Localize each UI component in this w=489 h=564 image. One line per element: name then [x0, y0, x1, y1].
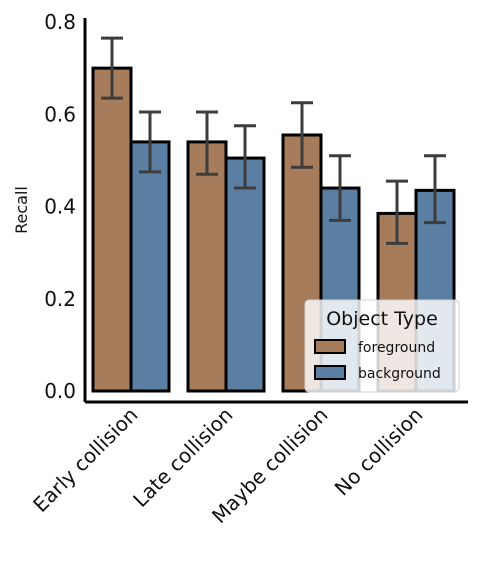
- axes-layer: [83, 18, 468, 404]
- y-tick-label-1: 0.2: [44, 287, 76, 311]
- legend: Object Type foreground background: [304, 299, 460, 393]
- x-tick-label-0: Early collision: [28, 403, 142, 517]
- x-tick-label-1: Late collision: [128, 403, 237, 512]
- y-tick-label-2: 0.4: [44, 195, 76, 219]
- bar-background-1: [224, 156, 266, 393]
- y-tick-label-3: 0.6: [44, 102, 76, 126]
- legend-swatch-background: [314, 365, 346, 380]
- error-bars-layer: [101, 36, 446, 245]
- legend-title: Object Type: [326, 308, 438, 330]
- bar-background-0: [129, 140, 171, 393]
- bar-foreground-1: [186, 140, 228, 393]
- legend-swatch-foreground: [314, 339, 346, 354]
- y-ticks-layer: 0.0 0.2 0.4 0.6 0.8: [44, 10, 76, 403]
- legend-label-background: background: [358, 366, 441, 382]
- x-tick-label-3: No collision: [330, 403, 428, 501]
- y-axis-label: Recall: [12, 186, 31, 234]
- y-tick-label-0: 0.0: [44, 379, 76, 403]
- legend-label-foreground: foreground: [358, 340, 435, 356]
- y-tick-label-4: 0.8: [44, 10, 76, 34]
- bar-foreground-0: [91, 66, 133, 393]
